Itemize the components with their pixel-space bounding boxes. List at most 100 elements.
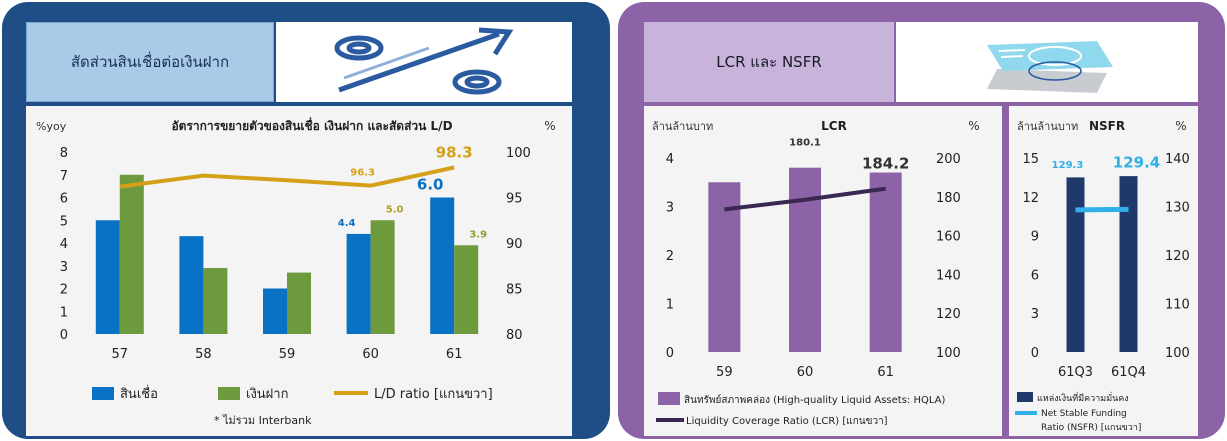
nsfr-y2label: % <box>1175 119 1186 133</box>
lcr-data-label: 180.1 <box>789 138 821 149</box>
nsfr-ytick: 12 <box>1022 191 1039 206</box>
ld-xtick: 57 <box>112 347 129 362</box>
ld-ytick: 1 <box>60 305 68 320</box>
legend-swatch-loans <box>92 387 114 400</box>
nsfr-ytick: 3 <box>1031 307 1039 322</box>
nsfr-bar-s0-61Q4 <box>1119 176 1138 352</box>
loan-deposit-chart-area: อัตราการขยายตัวของสินเชื่อ เงินฝาก และสั… <box>26 106 572 436</box>
lcr-nsfr-header: LCR และ NSFR <box>644 22 894 102</box>
legend-label-deposits: เงินฝาก <box>246 387 288 402</box>
nsfr-ytick: 9 <box>1031 230 1039 245</box>
ld-ytick: 4 <box>60 237 68 252</box>
ld-bar-s1-59 <box>287 272 311 334</box>
ld-ylabel: %yoy <box>36 120 67 133</box>
nsfr-chart: NSFR ล้านล้านบาท % 0 3 6 9 12 15 100 110 120 130 140 6… <box>1015 119 1190 433</box>
loan-deposit-header: สัดส่วนสินเชื่อต่อเงินฝาก <box>26 22 274 102</box>
ld-ytick: 0 <box>60 328 68 343</box>
nsfr-ytick: 0 <box>1031 346 1039 361</box>
ld-bar-s0-61 <box>430 197 455 334</box>
nsfr-chart-area: NSFR ล้านล้านบาท% 0 3 6 9 12 15 100 110 120 130 140 6… <box>1009 106 1198 436</box>
ld-y2label: % <box>544 119 555 133</box>
ld-y2tick: 95 <box>506 192 523 207</box>
lcr-ytick: 1 <box>666 298 674 313</box>
lcr-ytick: 4 <box>666 152 674 167</box>
ld-bar-s1-57 <box>119 174 144 334</box>
lcr-xtick: 59 <box>716 365 733 380</box>
lcr-ytick: 2 <box>666 249 674 264</box>
legend-swatch-deposits <box>218 387 240 400</box>
ld-ytick: 2 <box>60 283 68 298</box>
nsfr-y2tick: 120 <box>1165 249 1190 264</box>
nsfr-data-label: 129.4 <box>1113 153 1160 171</box>
ld-bar-s1-60 <box>370 220 395 334</box>
ld-data-label: 5.0 <box>386 204 404 215</box>
loan-deposit-header-title: สัดส่วนสินเชื่อต่อเงินฝาก <box>70 53 230 71</box>
legend-label-hqla: สินทรัพย์สภาพคล่อง (High-quality Liquid … <box>684 394 945 406</box>
legend-label-stable-funding: แหล่งเงินที่มีความมั่นคง <box>1037 391 1129 404</box>
ld-y2tick: 80 <box>506 328 523 343</box>
legend-label-loans: สินเชื่อ <box>120 385 158 402</box>
lcr-bar-s0-60 <box>789 167 821 352</box>
ld-xtick: 61 <box>446 347 463 362</box>
ld-ytick: 3 <box>60 260 68 275</box>
ld-bar-s1-58 <box>203 268 228 334</box>
ld-xtick: 59 <box>279 347 296 362</box>
legend-label-nsfr-line1: Net Stable Funding <box>1041 409 1127 419</box>
ld-ytick: 8 <box>60 146 68 161</box>
banknotes-icon <box>896 22 1198 102</box>
lcr-bar-s0-59 <box>708 182 741 352</box>
ld-ytick: 6 <box>60 192 68 207</box>
ld-y2tick: 85 <box>506 283 523 298</box>
ld-data-label: 98.3 <box>436 143 473 161</box>
ld-ytick: 5 <box>60 214 68 229</box>
ld-y2tick: 100 <box>506 146 531 161</box>
ld-xtick: 58 <box>195 347 212 362</box>
lcr-nsfr-header-title: LCR และ NSFR <box>716 53 822 71</box>
ld-data-label: 4.4 <box>338 218 356 229</box>
ld-title: อัตราการขยายตัวของสินเชื่อ เงินฝาก และสั… <box>171 117 452 133</box>
ld-data-label: 3.9 <box>469 229 487 240</box>
nsfr-data-label: 129.3 <box>1052 160 1084 171</box>
ld-ytick: 7 <box>60 169 68 184</box>
ld-bar-s0-60 <box>346 233 371 334</box>
nsfr-y2tick: 110 <box>1165 298 1190 313</box>
lcr-xtick: 61 <box>877 365 894 380</box>
nsfr-ytick: 15 <box>1022 152 1039 167</box>
lcr-y2tick: 120 <box>936 307 961 322</box>
nsfr-title: NSFR <box>1089 119 1125 133</box>
nsfr-xtick: 61Q3 <box>1058 365 1093 380</box>
lcr-nsfr-panel: LCR และ NSFR LCR ล้านล้านบาท% 0 1 2 3 4 100 120 1… <box>618 2 1225 439</box>
lcr-ylabel: ล้านล้านบาท <box>652 120 713 133</box>
legend-swatch-stable-funding <box>1017 392 1033 402</box>
nsfr-bar-s0-61Q3 <box>1066 177 1085 352</box>
percent-arrows-icon <box>276 22 572 102</box>
lcr-ytick: 0 <box>666 346 674 361</box>
footnote: * ไม่รวม Interbank <box>214 414 312 427</box>
lcr-y2tick: 200 <box>936 152 961 167</box>
ld-line-s2 <box>119 165 455 189</box>
ld-bar-s0-58 <box>179 236 204 334</box>
ld-bar-s1-61 <box>454 245 479 334</box>
legend-label-lcr: Liquidity Coverage Ratio (LCR) [แกนขวา] <box>686 416 888 427</box>
ld-bar-s0-59 <box>263 288 287 334</box>
lcr-bar-s0-61 <box>869 172 902 352</box>
ld-y2tick: 90 <box>506 237 523 252</box>
lcr-y2tick: 180 <box>936 191 961 206</box>
lcr-data-label: 184.2 <box>862 155 909 173</box>
nsfr-y2tick: 130 <box>1165 201 1190 216</box>
nsfr-ylabel: ล้านล้านบาท <box>1017 120 1078 133</box>
nsfr-ytick: 6 <box>1031 268 1039 283</box>
legend-swatch-hqla <box>658 392 680 405</box>
lcr-xtick: 60 <box>797 365 814 380</box>
loan-deposit-panel: สัดส่วนสินเชื่อต่อเงินฝาก อัตราการขยายตั… <box>2 2 610 439</box>
legend-label-nsfr-line2: Ratio (NSFR) [แกนขวา] <box>1041 423 1141 433</box>
nsfr-y2tick: 100 <box>1165 346 1190 361</box>
lcr-title: LCR <box>821 119 847 133</box>
ld-xtick: 60 <box>362 347 379 362</box>
lcr-ytick: 3 <box>666 201 674 216</box>
lcr-y2tick: 140 <box>936 268 961 283</box>
nsfr-y2tick: 140 <box>1165 152 1190 167</box>
nsfr-xtick: 61Q4 <box>1111 365 1146 380</box>
lcr-chart: LCR ล้านล้านบาท % 0 1 2 3 4 100 120 140 160 180 200 59… <box>652 119 980 427</box>
ld-data-label: 6.0 <box>417 176 444 194</box>
